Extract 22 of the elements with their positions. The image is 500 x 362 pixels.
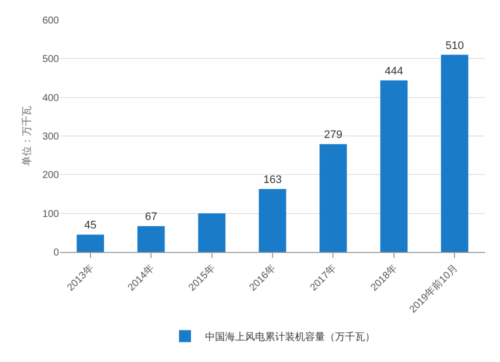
data-label: 67 xyxy=(144,211,158,224)
bar xyxy=(76,234,104,252)
y-tick-label: 400 xyxy=(42,92,60,104)
data-label: 45 xyxy=(84,220,96,232)
y-tick-label: 200 xyxy=(42,170,60,182)
bar xyxy=(137,226,165,252)
y-tick-label: 300 xyxy=(42,132,60,142)
bar xyxy=(198,213,226,252)
legend-label: 中国海上风电累计装机容量（万千瓦） xyxy=(205,331,375,343)
bar xyxy=(440,54,468,252)
y-tick-label: 500 xyxy=(42,54,60,66)
data-label: 444 xyxy=(384,65,404,78)
y-tick-label: 100 xyxy=(42,208,60,220)
y-axis-title: 单位：万千瓦 xyxy=(21,106,33,166)
bar xyxy=(258,188,286,252)
data-label: 163 xyxy=(263,174,282,186)
data-label: 279 xyxy=(324,129,342,142)
bar xyxy=(320,144,347,252)
data-label: 510 xyxy=(445,40,464,52)
y-tick-label: 600 xyxy=(42,16,60,26)
y-tick-label: 0 xyxy=(53,248,60,258)
bar xyxy=(380,80,408,252)
